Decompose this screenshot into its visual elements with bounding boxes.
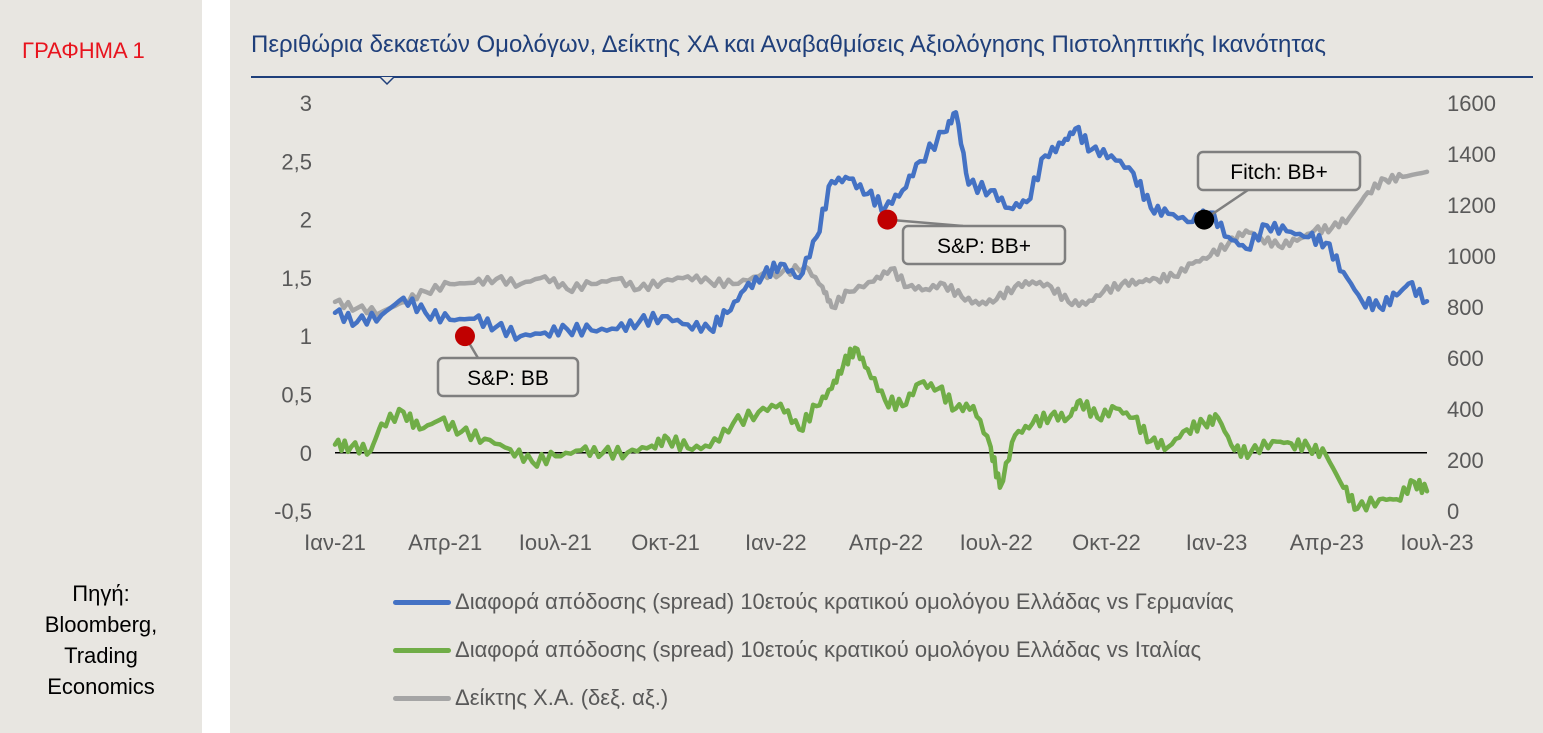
y-right-tick-label: 800	[1447, 295, 1484, 320]
y-left-tick-label: 0,5	[281, 383, 312, 408]
x-tick-label: Ιαν-22	[745, 530, 807, 555]
y-right-tick-label: 400	[1447, 397, 1484, 422]
source-line: Trading	[64, 643, 138, 668]
annotation-label: Fitch: BB+	[1230, 161, 1327, 184]
y-left-tick-label: -0,5	[274, 499, 312, 524]
y-left-tick-label: 2,5	[281, 149, 312, 174]
annotation-box	[1196, 150, 1362, 192]
y-left-tick-label: 1,5	[281, 266, 312, 291]
annotation-box	[901, 224, 1067, 266]
figure-label: ΓΡΑΦΗΜΑ 1	[22, 38, 145, 63]
rating-annotations: S&P: BB S&P: BB+ Fitch: BB+	[436, 150, 1362, 398]
y-right-tick-label: 1400	[1447, 142, 1496, 167]
legend-item-spread-germany: Διαφορά απόδοσης (spread) 10ετούς κρατικ…	[393, 584, 1234, 620]
series-line-stock-index	[332, 169, 1430, 317]
rating-marker	[877, 209, 898, 230]
panel-divider	[202, 0, 230, 733]
title-notch	[380, 77, 394, 86]
sidebar: ΓΡΑΦΗΜΑ 1 Πηγή: Bloomberg, Trading Econo…	[0, 0, 202, 733]
y-left-tick-label: 2	[300, 208, 312, 233]
source-line: Πηγή:	[72, 581, 130, 606]
annotation-label: S&P: BB	[467, 367, 549, 390]
annotation-box	[436, 356, 580, 398]
x-tick-label: Απρ-23	[1290, 530, 1364, 555]
series-line-spread-italy	[332, 345, 1430, 513]
legend-label: Διαφορά απόδοσης (spread) 10ετούς κρατικ…	[455, 637, 1202, 662]
rating-marker	[1194, 209, 1215, 230]
x-tick-label: Ιουλ-21	[519, 530, 592, 555]
rating-marker	[454, 326, 475, 347]
chart-title: Περιθώρια δεκαετών Ομολόγων, Δείκτης ΧΑ …	[251, 31, 1326, 58]
series-line-spread-germany	[332, 110, 1430, 342]
title-rule	[251, 76, 1533, 78]
y-left-tick-label: 0	[300, 441, 312, 466]
legend-label: Διαφορά απόδοσης (spread) 10ετούς κρατικ…	[455, 589, 1234, 614]
tick-labels: 3 2,5 2 1,5 1 0,5 0 -0,5 1600 1400 1200 1000 800 600 4…	[274, 91, 1496, 555]
y-right-tick-label: 1200	[1447, 193, 1496, 218]
legend-swatch	[393, 599, 451, 605]
annotation-label: S&P: BB+	[937, 235, 1031, 258]
source-line: Bloomberg,	[44, 612, 158, 637]
legend-swatch	[393, 695, 451, 701]
legend-label: Δείκτης Χ.Α. (δεξ. αξ.)	[455, 685, 669, 710]
x-tick-label: Απρ-21	[408, 530, 482, 555]
series-lines	[332, 110, 1430, 513]
y-right-tick-label: 0	[1447, 499, 1459, 524]
y-left-tick-label: 1	[300, 324, 312, 349]
source-note: Πηγή: Bloomberg, Trading Economics	[10, 578, 192, 702]
x-tick-label: Ιαν-21	[304, 530, 366, 555]
y-right-tick-label: 600	[1447, 346, 1484, 371]
x-tick-label: Απρ-22	[849, 530, 923, 555]
x-tick-label: Οκτ-21	[631, 530, 700, 555]
y-left-tick-label: 3	[300, 91, 312, 116]
x-tick-label: Ιουλ-22	[960, 530, 1033, 555]
y-right-tick-label: 200	[1447, 448, 1484, 473]
legend-item-spread-italy: Διαφορά απόδοσης (spread) 10ετούς κρατικ…	[393, 632, 1201, 668]
x-tick-label: Ιαν-23	[1186, 530, 1248, 555]
legend-item-stock-index: Δείκτης Χ.Α. (δεξ. αξ.)	[393, 680, 668, 716]
y-right-tick-label: 1000	[1447, 244, 1496, 269]
source-line: Economics	[47, 674, 155, 699]
legend-swatch	[393, 647, 451, 653]
x-tick-label: Οκτ-22	[1072, 530, 1141, 555]
y-right-tick-label: 1600	[1447, 91, 1496, 116]
x-tick-label: Ιουλ-23	[1400, 530, 1473, 555]
